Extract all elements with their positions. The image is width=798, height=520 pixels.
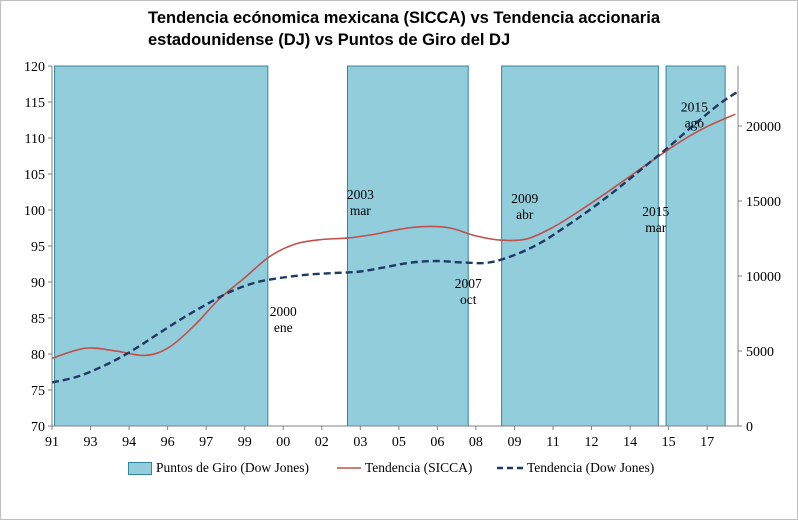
legend-swatch-dj <box>497 466 523 470</box>
annotation-month: mar <box>350 203 371 218</box>
turning-point-bands <box>54 65 726 427</box>
chart-title: Tendencia ecónomica mexicana (SICCA) vs … <box>148 8 768 51</box>
x-tick-label: 05 <box>392 435 406 450</box>
right-tick-label: 15000 <box>746 195 781 210</box>
annotation-year: 2007 <box>455 276 482 291</box>
x-tick-label: 11 <box>546 435 559 450</box>
right-tick-label: 5000 <box>746 345 774 360</box>
annotation-3: 2007 oct <box>455 276 482 307</box>
x-tick-label: 15 <box>662 435 676 450</box>
legend-item-dj: Tendencia (Dow Jones) <box>497 460 654 476</box>
annotation-month: oct <box>460 292 477 307</box>
right-tick-label: 10000 <box>746 270 781 285</box>
x-tick-label: 94 <box>122 435 136 450</box>
left-tick-label: 75 <box>31 384 45 399</box>
left-tick-label: 110 <box>25 132 45 147</box>
annotation-year: 2000 <box>270 304 297 319</box>
legend-item-bands: Puntos de Giro (Dow Jones) <box>128 460 309 476</box>
annotation-1: 2000 ene <box>270 304 297 335</box>
annotation-2: 2003 mar <box>347 187 374 218</box>
x-tick-label: 97 <box>199 435 213 450</box>
turning-point-band-3 <box>501 65 659 427</box>
legend-label-bands: Puntos de Giro (Dow Jones) <box>156 460 309 475</box>
chart-title-line-2: estadounidense (DJ) vs Puntos de Giro de… <box>148 31 511 49</box>
legend-label-dj: Tendencia (Dow Jones) <box>527 460 655 475</box>
turning-point-band-1 <box>54 65 269 427</box>
left-tick-label: 100 <box>24 204 45 219</box>
left-tick-label: 85 <box>31 312 45 327</box>
x-tick-label: 09 <box>507 435 521 450</box>
chart-title-line-1: Tendencia ecónomica mexicana (SICCA) vs … <box>148 9 660 27</box>
x-tick-label: 96 <box>161 435 175 450</box>
left-tick-label: 115 <box>25 96 45 111</box>
legend-swatch-bands <box>128 461 152 475</box>
left-tick-label: 70 <box>31 420 45 435</box>
annotation-month: abr <box>516 207 534 222</box>
x-tick-label: 02 <box>315 435 329 450</box>
annotation-month: ago <box>685 115 705 130</box>
annotation-year: 2003 <box>347 187 374 202</box>
x-tick-label: 99 <box>238 435 252 450</box>
x-tick-label: 08 <box>469 435 483 450</box>
annotation-4: 2009 abr <box>511 191 538 222</box>
turning-point-band-2 <box>346 65 469 427</box>
left-tick-label: 80 <box>31 348 45 363</box>
x-tick-label: 91 <box>45 435 59 450</box>
annotation-year: 2009 <box>511 191 538 206</box>
x-tick-label: 93 <box>84 435 98 450</box>
turning-point-band-4 <box>665 65 726 427</box>
series-line-dow-jones <box>51 90 739 384</box>
annotation-5: 2015 mar <box>642 204 669 235</box>
annotation-month: mar <box>645 220 666 235</box>
x-tick-label: 17 <box>700 435 714 450</box>
legend-swatch-sicca <box>337 467 361 469</box>
annotation-6: 2015 ago <box>681 99 708 130</box>
series-lines <box>51 90 739 384</box>
x-tick-label: 14 <box>623 435 637 450</box>
x-tick-label: 00 <box>276 435 290 450</box>
annotation-month: ene <box>274 320 293 335</box>
right-tick-label: 0 <box>746 420 753 435</box>
left-tick-label: 95 <box>31 240 45 255</box>
left-tick-label: 120 <box>24 60 45 75</box>
x-tick-label: 03 <box>353 435 367 450</box>
legend: Puntos de Giro (Dow Jones) Tendencia (SI… <box>0 456 798 484</box>
legend-item-sicca: Tendencia (SICCA) <box>337 460 472 476</box>
axes: 7075808590951001051101151200500010000150… <box>24 60 781 450</box>
x-tick-label: 12 <box>585 435 599 450</box>
left-tick-label: 105 <box>24 168 45 183</box>
legend-label-sicca: Tendencia (SICCA) <box>365 460 473 475</box>
annotation-year: 2015 <box>642 204 669 219</box>
left-tick-label: 90 <box>31 276 45 291</box>
annotation-year: 2015 <box>681 99 708 114</box>
x-tick-label: 06 <box>430 435 444 450</box>
right-tick-label: 20000 <box>746 120 781 135</box>
series-line-sicca <box>51 113 736 360</box>
